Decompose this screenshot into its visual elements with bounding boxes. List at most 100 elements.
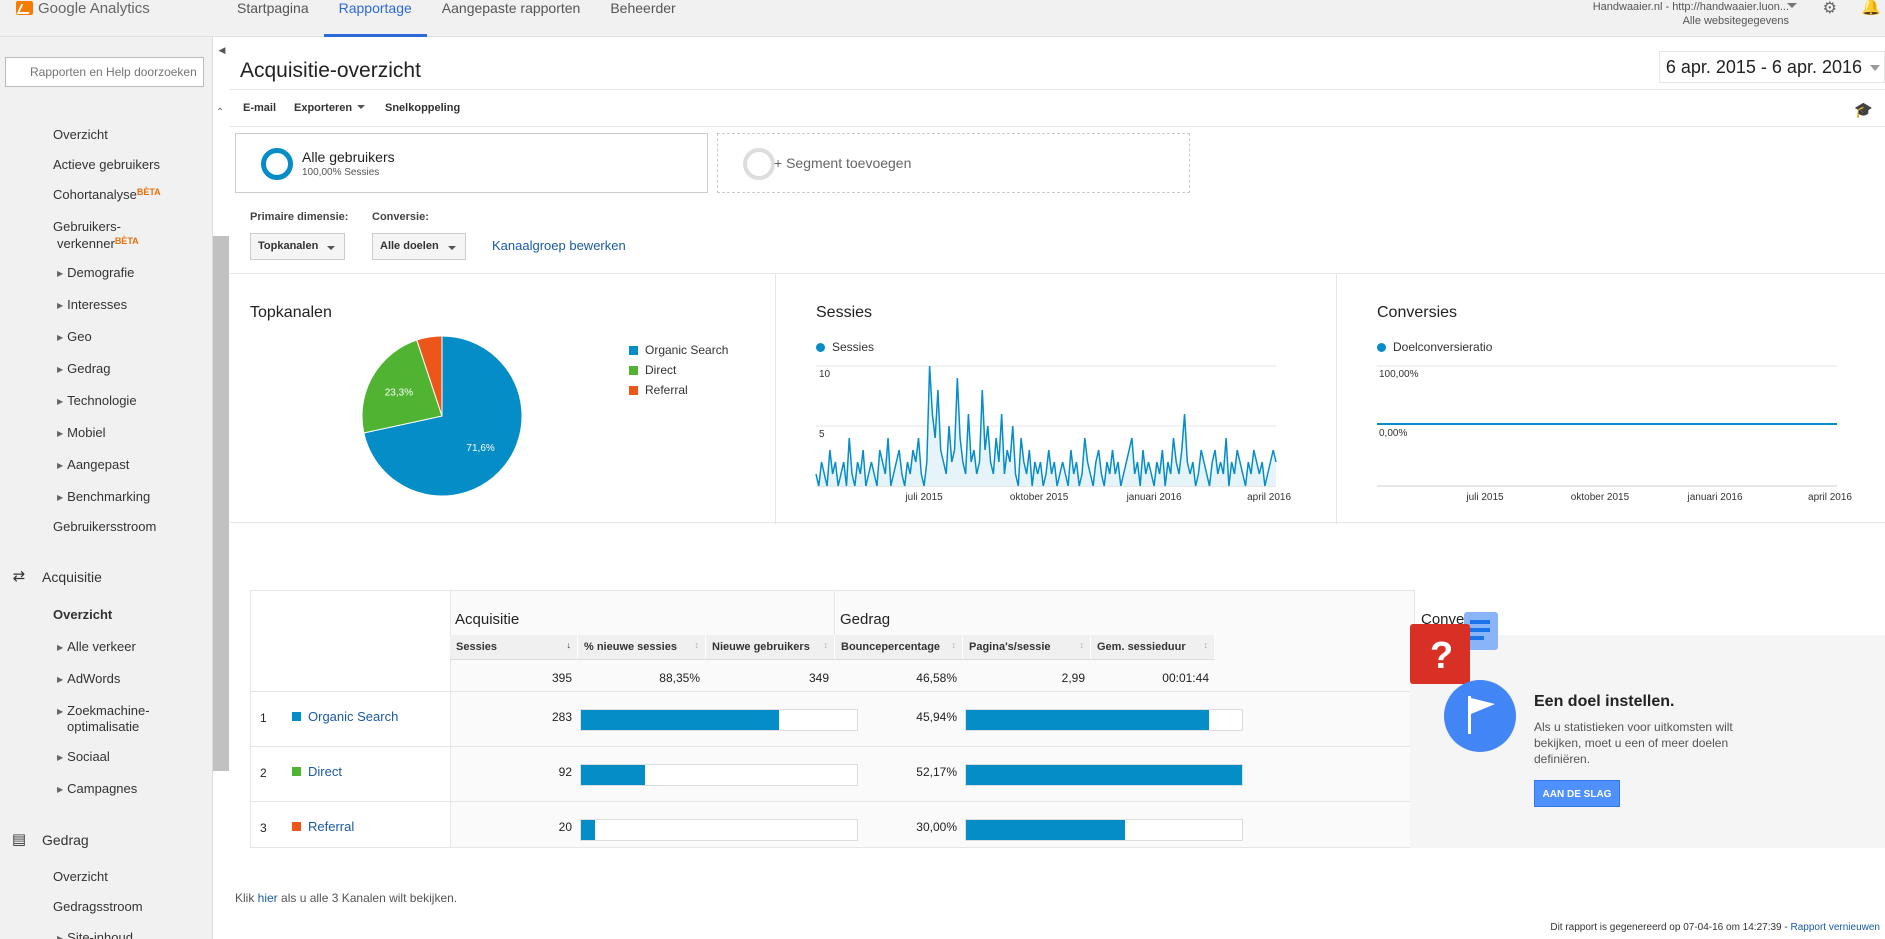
sidebar-item-geo[interactable]: ▶ Geo <box>57 329 92 344</box>
table-row: 1 Organic Search 283 45,94% <box>250 691 1415 746</box>
date-range-picker[interactable]: 6 apr. 2015 - 6 apr. 2016 <box>1658 51 1885 83</box>
sidebar-item-actieve-gebruikers[interactable]: Actieve gebruikers <box>53 157 160 172</box>
overview-panels: Topkanalen 71,6% 23,3% Organic Search Dir… <box>230 273 1885 524</box>
legend-dot <box>1377 342 1386 352</box>
sidebar-item-zoekmachineoptimalisatie[interactable]: ▶ Zoekmachine- optimalisatie <box>57 703 150 734</box>
sidebar-item-sociaal[interactable]: ▶ Sociaal <box>57 749 110 764</box>
tab-aangepaste-rapporten[interactable]: Aangepaste rapporten <box>441 0 581 16</box>
segment-all-users[interactable]: Alle gebruikers 100,00% Sessies <box>235 133 708 193</box>
sidebar-item-label: Actieve gebruikers <box>53 157 160 172</box>
sidebar-item-campagnes[interactable]: ▶ Campagnes <box>57 781 137 796</box>
sidebar-item-overzicht[interactable]: Overzicht <box>53 127 108 142</box>
edit-channel-group-link[interactable]: Kanaalgroep bewerken <box>492 238 626 253</box>
channel-name: Direct <box>308 764 342 779</box>
export-label: Exporteren <box>294 102 353 114</box>
get-started-button[interactable]: AAN DE SLAG <box>1534 780 1620 807</box>
sidebar-item-demografie[interactable]: ▶ Demografie <box>57 265 134 280</box>
channels-table: Acquisitie Gedrag Conversies Sessies ↓ % … <box>250 590 1885 848</box>
show-all-channels-link[interactable]: hier <box>257 891 278 905</box>
legend-item-direct[interactable]: Direct <box>629 363 676 377</box>
tab-startpagina[interactable]: Startpagina <box>237 0 309 16</box>
legend-label: Sessies <box>832 340 875 354</box>
search-input[interactable] <box>5 57 204 87</box>
bell-icon[interactable]: 🔔 <box>1861 0 1881 16</box>
column-header-nieuwe-sessies[interactable]: % nieuwe sessies ↕ <box>578 635 706 659</box>
column-header-paginas-sessie[interactable]: Pagina's/sessie ↕ <box>963 635 1091 659</box>
beta-badge: BÈTA <box>114 236 139 246</box>
column-header-gem-sessieduur[interactable]: Gem. sessieduur ↕ <box>1091 635 1215 659</box>
sidebar-item-label: Gebruikers- <box>53 219 121 234</box>
email-button[interactable]: E-mail <box>243 102 277 114</box>
row-channel-link[interactable]: Referral <box>292 819 354 834</box>
sidebar-item-gedrag-overzicht[interactable]: Overzicht <box>53 869 108 884</box>
sidebar-item-gedragsstroom[interactable]: Gedragsstroom <box>53 899 143 914</box>
pie-slice-organic-search[interactable] <box>363 335 523 497</box>
column-header-sessies[interactable]: Sessies ↓ <box>450 635 578 659</box>
row-rank: 2 <box>260 766 267 780</box>
conversion-select[interactable]: Alle doelen <box>372 233 466 260</box>
primary-dimension-select[interactable]: Topkanalen <box>250 233 346 260</box>
legend-item-organic[interactable]: Organic Search <box>629 343 728 357</box>
expand-icon: ▶ <box>57 269 64 278</box>
tab-beheerder[interactable]: Beheerder <box>610 0 676 16</box>
sidebar-item-benchmarking[interactable]: ▶ Benchmarking <box>57 489 150 504</box>
row-channel-link[interactable]: Direct <box>292 764 342 779</box>
sidebar-item-label: Interesses <box>67 297 128 312</box>
expand-icon: ▶ <box>57 365 64 374</box>
sidebar-item-gebruikersstroom[interactable]: Gebruikersstroom <box>53 519 156 534</box>
row-rank: 3 <box>260 821 267 835</box>
sidebar-item-site-inhoud[interactable]: ▶ Site-inhoud <box>57 930 133 939</box>
sidebar-item-label: Sociaal <box>67 749 110 764</box>
table-row: 2 Direct 92 52,17% <box>250 746 1415 801</box>
sidebar-item-adwords[interactable]: ▶ AdWords <box>57 671 120 686</box>
top-nav: Startpagina Rapportage Aangepaste rappor… <box>222 0 691 37</box>
y-tick-label: 5 <box>819 429 825 440</box>
primary-dimension-label: Primaire dimensie: <box>250 211 349 223</box>
sidebar-item-alle-verkeer[interactable]: ▶ Alle verkeer <box>57 639 136 654</box>
x-tick-label: april 2016 <box>1247 492 1291 503</box>
pie-slice-label: 23,3% <box>385 387 413 398</box>
pie-slice-referral[interactable] <box>416 335 443 417</box>
sidebar-scrollbar[interactable] <box>213 236 229 771</box>
sidebar: 🔍 Overzicht Actieve gebruikers Cohortana… <box>0 37 213 939</box>
collapse-sidebar-button[interactable]: ◀ <box>218 45 226 55</box>
account-name: Handwaaier.nl - http://handwaaier.luon..… <box>1592 1 1789 13</box>
legend-item-referral[interactable]: Referral <box>629 383 688 397</box>
account-dropdown-icon[interactable] <box>1787 3 1797 8</box>
conversions-chart: 100,00% 0,00% juli 2015 oktober 2015 januari… <box>1377 365 1852 503</box>
account-selector[interactable]: Handwaaier.nl - http://handwaaier.luon..… <box>1593 0 1789 28</box>
sidebar-item-gebruikersverkenner[interactable]: Gebruikers- verkennerBÈTA <box>53 219 139 251</box>
refresh-report-link[interactable]: Rapport vernieuwen <box>1790 922 1881 933</box>
pie-slice-label: 71,6% <box>466 443 494 454</box>
pie-slice-direct[interactable] <box>361 339 443 434</box>
shortcut-button[interactable]: Snelkoppeling <box>385 102 461 114</box>
column-header-bouncepercentage[interactable]: Bouncepercentage ↕ <box>835 635 963 659</box>
expand-icon: ▶ <box>57 707 64 716</box>
tab-rapportage[interactable]: Rapportage <box>323 0 427 37</box>
legend-swatch <box>629 345 638 355</box>
scroll-up-icon[interactable]: ⌃ <box>216 107 225 118</box>
chevron-down-icon <box>1870 65 1880 71</box>
legend-dot <box>816 342 825 352</box>
column-label: % nieuwe sessies <box>584 641 677 653</box>
analytics-logo[interactable]: Google Analytics <box>16 0 150 17</box>
column-header-nieuwe-gebruikers[interactable]: Nieuwe gebruikers ↕ <box>706 635 835 659</box>
sessions-line[interactable] <box>815 365 1277 487</box>
gear-icon[interactable]: ⚙ <box>1822 0 1837 17</box>
section-label: Gedrag <box>42 832 89 848</box>
sidebar-item-mobiel[interactable]: ▶ Mobiel <box>57 425 105 440</box>
sidebar-item-technologie[interactable]: ▶ Technologie <box>57 393 137 408</box>
sidebar-item-acquisitie-overzicht[interactable]: Overzicht <box>53 607 112 622</box>
add-segment-button[interactable]: + Segment toevoegen <box>717 133 1190 193</box>
sidebar-section-acquisitie[interactable]: ⇄ Acquisitie <box>10 569 102 586</box>
sidebar-item-cohortanalyse[interactable]: CohortanalyseBÈTA <box>53 187 161 202</box>
sidebar-section-gedrag[interactable]: ▤ Gedrag <box>10 832 89 849</box>
sidebar-item-interesses[interactable]: ▶ Interesses <box>57 297 127 312</box>
row-channel-link[interactable]: Organic Search <box>292 709 398 724</box>
sidebar-item-aangepast[interactable]: ▶ Aangepast <box>57 457 129 472</box>
column-label: Pagina's/sessie <box>969 641 1051 653</box>
sidebar-item-gedrag[interactable]: ▶ Gedrag <box>57 361 111 376</box>
graduation-cap-icon[interactable]: 🎓 <box>1854 102 1873 119</box>
channel-swatch <box>292 712 301 721</box>
export-button[interactable]: Exporteren <box>294 102 366 114</box>
